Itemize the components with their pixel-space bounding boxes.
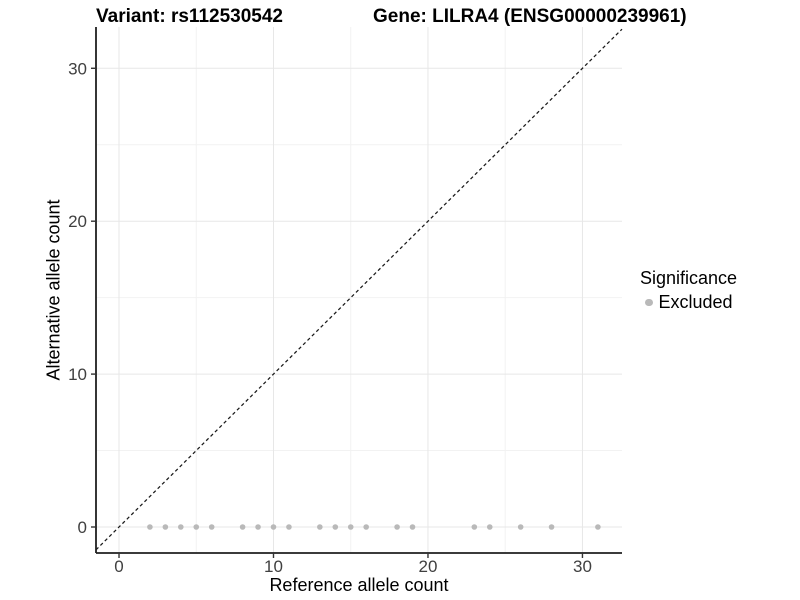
identity-reference-line: [95, 28, 623, 551]
legend-item-label: Excluded: [658, 291, 733, 312]
data-point: [347, 524, 354, 530]
data-point: [239, 524, 246, 530]
data-point: [162, 524, 169, 530]
data-point: [409, 524, 416, 530]
data-point: [363, 524, 369, 530]
data-point: [208, 524, 215, 530]
x-tick-label: 20: [419, 557, 438, 576]
y-tick-label: 0: [78, 518, 87, 537]
legend-point-icon: [645, 298, 653, 307]
data-point: [317, 524, 323, 530]
data-point: [193, 524, 200, 530]
data-point: [486, 524, 493, 530]
data-point: [394, 524, 400, 530]
x-tick-label: 0: [114, 557, 123, 576]
data-point: [178, 524, 184, 530]
data-point: [548, 524, 555, 530]
data-point: [332, 524, 339, 530]
y-tick-label: 20: [68, 212, 87, 231]
data-point: [471, 524, 478, 530]
legend: Significance Excluded: [640, 268, 737, 313]
data-point: [147, 524, 153, 530]
data-point: [517, 524, 524, 530]
legend-title: Significance: [640, 268, 738, 288]
plot-title-variant: Variant: rs112530542: [96, 6, 283, 27]
data-point: [286, 524, 292, 530]
plot-title-gene: Gene: LILRA4 (ENSG00000239961): [373, 6, 687, 27]
x-axis-title: Reference allele count: [269, 575, 449, 595]
y-tick-label: 10: [68, 365, 87, 384]
y-tick-label: 30: [68, 59, 87, 78]
data-point: [255, 524, 261, 530]
x-tick-label: 30: [573, 557, 592, 576]
data-point: [270, 524, 277, 530]
data-point: [595, 524, 601, 530]
y-axis-title: Alternative allele count: [43, 199, 64, 381]
legend-item-excluded: Excluded: [640, 292, 737, 314]
x-tick-label: 10: [264, 557, 283, 576]
